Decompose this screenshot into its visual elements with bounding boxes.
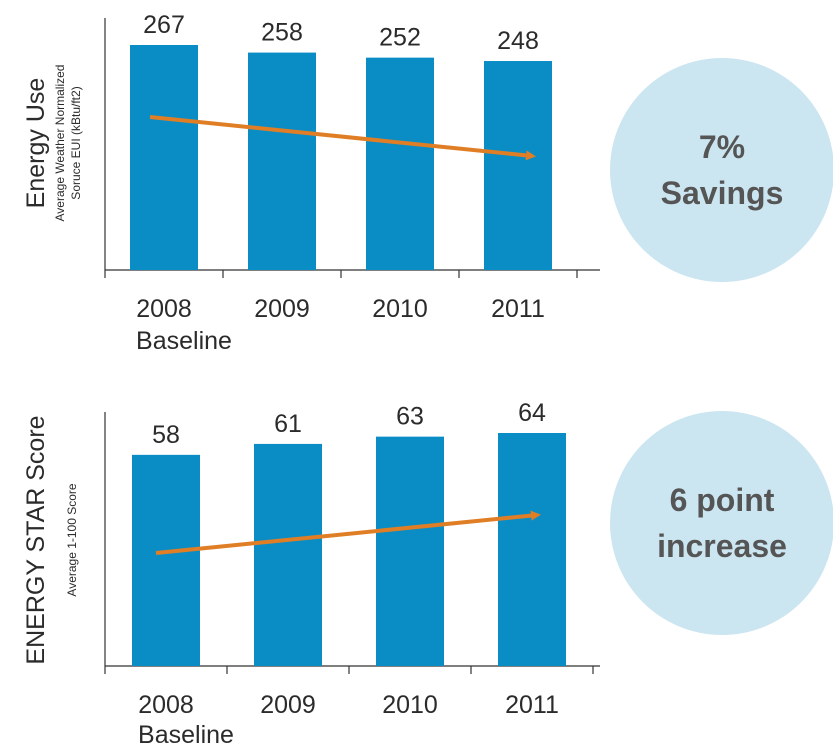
bar-2008 [132,454,200,666]
bar-2008 [130,45,198,270]
callout-circle [610,411,833,635]
bar-2009 [254,443,322,666]
data-label: 252 [379,24,421,52]
y-axis-subtitle: Soruce EUI (kBtu/ft2) [69,86,83,199]
x-tick-label: 2011 [491,295,545,323]
x-tick-label: 2010 [372,295,428,323]
y-axis-title: Energy Use [22,78,50,209]
x-tick-label: 2009 [260,691,316,719]
data-label: 61 [274,410,302,438]
bar-2010 [376,436,444,666]
data-label: 58 [152,421,180,449]
x-tick-sublabel: Baseline [136,327,232,355]
callout-text: 6 point [670,482,775,518]
data-label: 258 [261,19,303,47]
data-label: 267 [143,11,185,39]
data-label: 63 [396,403,424,431]
callout-text: increase [657,528,787,564]
y-axis-title: ENERGY STAR Score [22,415,50,664]
x-tick-label: 2008 [136,295,192,323]
trend-arrow [155,510,541,555]
y-axis-subtitle: Average Weather Normalized [53,65,67,222]
callout-text: Savings [661,175,784,211]
trend-arrow [149,115,536,161]
x-tick-label: 2010 [382,691,438,719]
bar-2010 [366,57,434,271]
data-label: 248 [497,27,539,55]
y-axis-subtitle: Average 1-100 Score [65,483,79,597]
bar-2011 [484,61,552,271]
chart-1: Energy Use Average Weather Normalized Soru… [22,11,833,355]
bar-2011 [498,433,566,666]
x-tick-label: 2009 [254,295,310,323]
bar-2009 [248,52,316,270]
x-tick-label: 2011 [505,691,559,719]
data-label: 64 [518,399,546,427]
x-tick-label: 2008 [138,691,194,719]
chart-2: ENERGY STAR Score Average 1-100 Score 58 20… [22,399,833,747]
x-tick-sublabel: Baseline [138,721,234,747]
callout-text: 7% [699,129,745,165]
callout-circle [610,58,833,282]
